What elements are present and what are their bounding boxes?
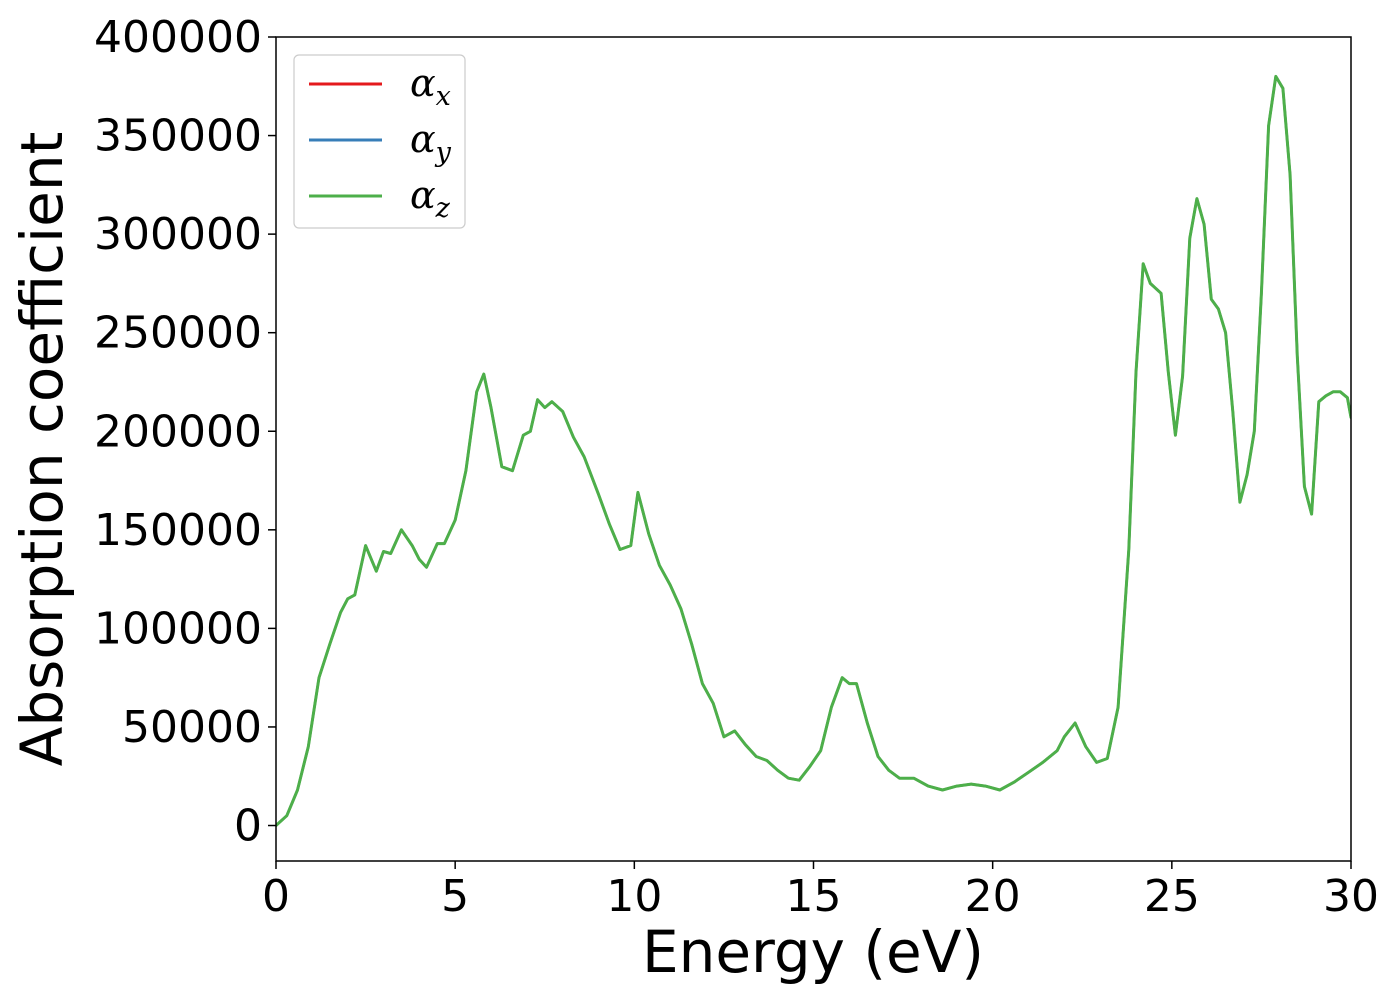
x-tick-label: 20 [965, 871, 1021, 922]
y-tick-label: 50000 [122, 702, 262, 753]
x-tick-label: 0 [262, 871, 290, 922]
y-tick-label: 350000 [94, 111, 262, 162]
legend-symbol: α [410, 117, 436, 161]
y-tick-label: 150000 [94, 505, 262, 556]
legend-subscript: x [436, 81, 451, 112]
legend-label-z: αz [410, 173, 451, 224]
y-tick-label: 0 [234, 801, 262, 852]
legend-subscript: z [435, 193, 451, 224]
y-tick-label: 400000 [94, 12, 262, 63]
series-line-3 [276, 74, 1351, 827]
legend-symbol: α [410, 173, 436, 217]
x-axis-title: Energy (eV) [642, 918, 984, 986]
x-tick-label: 10 [606, 871, 662, 922]
y-tick-label: 250000 [94, 308, 262, 359]
legend-label-x: αx [410, 61, 451, 112]
legend-symbol: α [410, 61, 436, 105]
legend-label-y: αy [410, 117, 452, 168]
y-tick-label: 300000 [94, 209, 262, 260]
x-axis: 0 5 10 15 20 25 30 [262, 861, 1379, 922]
legend-subscript: y [435, 137, 452, 168]
x-tick-label: 15 [786, 871, 842, 922]
y-tick-label: 200000 [94, 406, 262, 457]
y-axis-title: Absorption coefficient [8, 132, 76, 767]
x-tick-label: 5 [441, 871, 469, 922]
series-layer [276, 74, 1351, 827]
x-tick-label: 25 [1144, 871, 1200, 922]
x-tick-label: 30 [1323, 871, 1379, 922]
y-axis: 0 50000 100000 150000 200000 250000 300000 3500… [94, 12, 276, 852]
y-tick-label: 100000 [94, 603, 262, 654]
